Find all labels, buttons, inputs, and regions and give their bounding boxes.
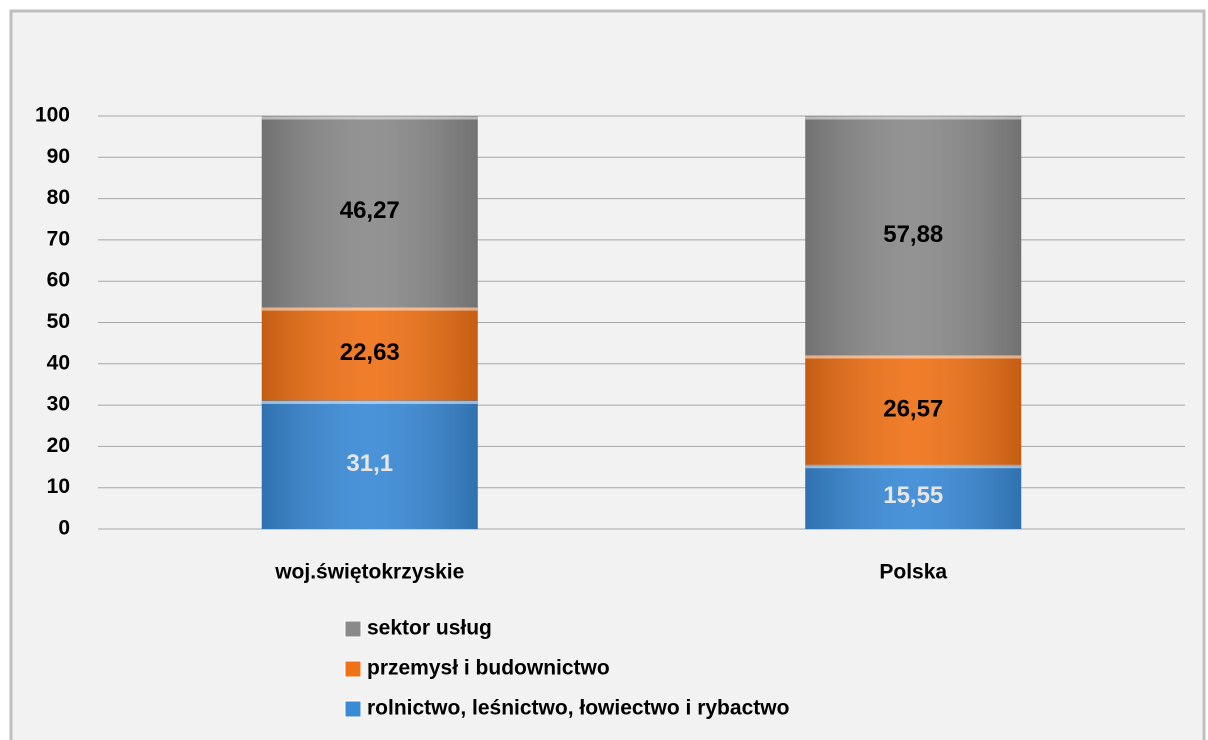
legend-swatch xyxy=(344,700,362,718)
bar-shade xyxy=(261,116,478,308)
y-tick-label: 20 xyxy=(47,434,70,457)
value-label: 46,27 xyxy=(340,197,400,224)
y-tick-label: 100 xyxy=(35,104,70,127)
legend-label: sektor usług xyxy=(367,617,492,640)
y-tick-label: 80 xyxy=(47,186,70,209)
bar-shade xyxy=(805,116,1022,356)
chart-border xyxy=(9,9,1206,740)
y-tick-label: 50 xyxy=(47,310,70,333)
y-tick-label: 10 xyxy=(47,475,70,498)
legend-label: przemysł i budownictwo xyxy=(367,657,610,680)
value-label: 57,88 xyxy=(883,221,943,248)
x-tick-label: Polska xyxy=(879,561,947,584)
y-tick-label: 40 xyxy=(47,351,70,374)
value-label: 15,55 xyxy=(883,482,943,509)
legend-label: rolnictwo, leśnictwo, łowiectwo i rybact… xyxy=(367,697,789,720)
value-label: 22,63 xyxy=(340,339,400,366)
y-tick-label: 0 xyxy=(58,517,70,540)
x-tick-label: woj.świętokrzyskie xyxy=(274,561,464,584)
y-tick-label: 60 xyxy=(47,269,70,292)
value-label: 31,1 xyxy=(346,450,393,477)
bar-shade xyxy=(805,355,1022,465)
y-tick-label: 70 xyxy=(47,227,70,250)
legend-swatch xyxy=(344,660,362,678)
legend-swatch xyxy=(344,620,362,638)
y-tick-label: 30 xyxy=(47,393,70,416)
bar-shade xyxy=(805,464,1022,529)
bar-shade xyxy=(261,307,478,401)
value-label: 26,57 xyxy=(883,395,943,422)
chart-area xyxy=(10,10,1205,740)
bar-shade xyxy=(261,400,478,529)
y-tick-label: 90 xyxy=(47,145,70,168)
